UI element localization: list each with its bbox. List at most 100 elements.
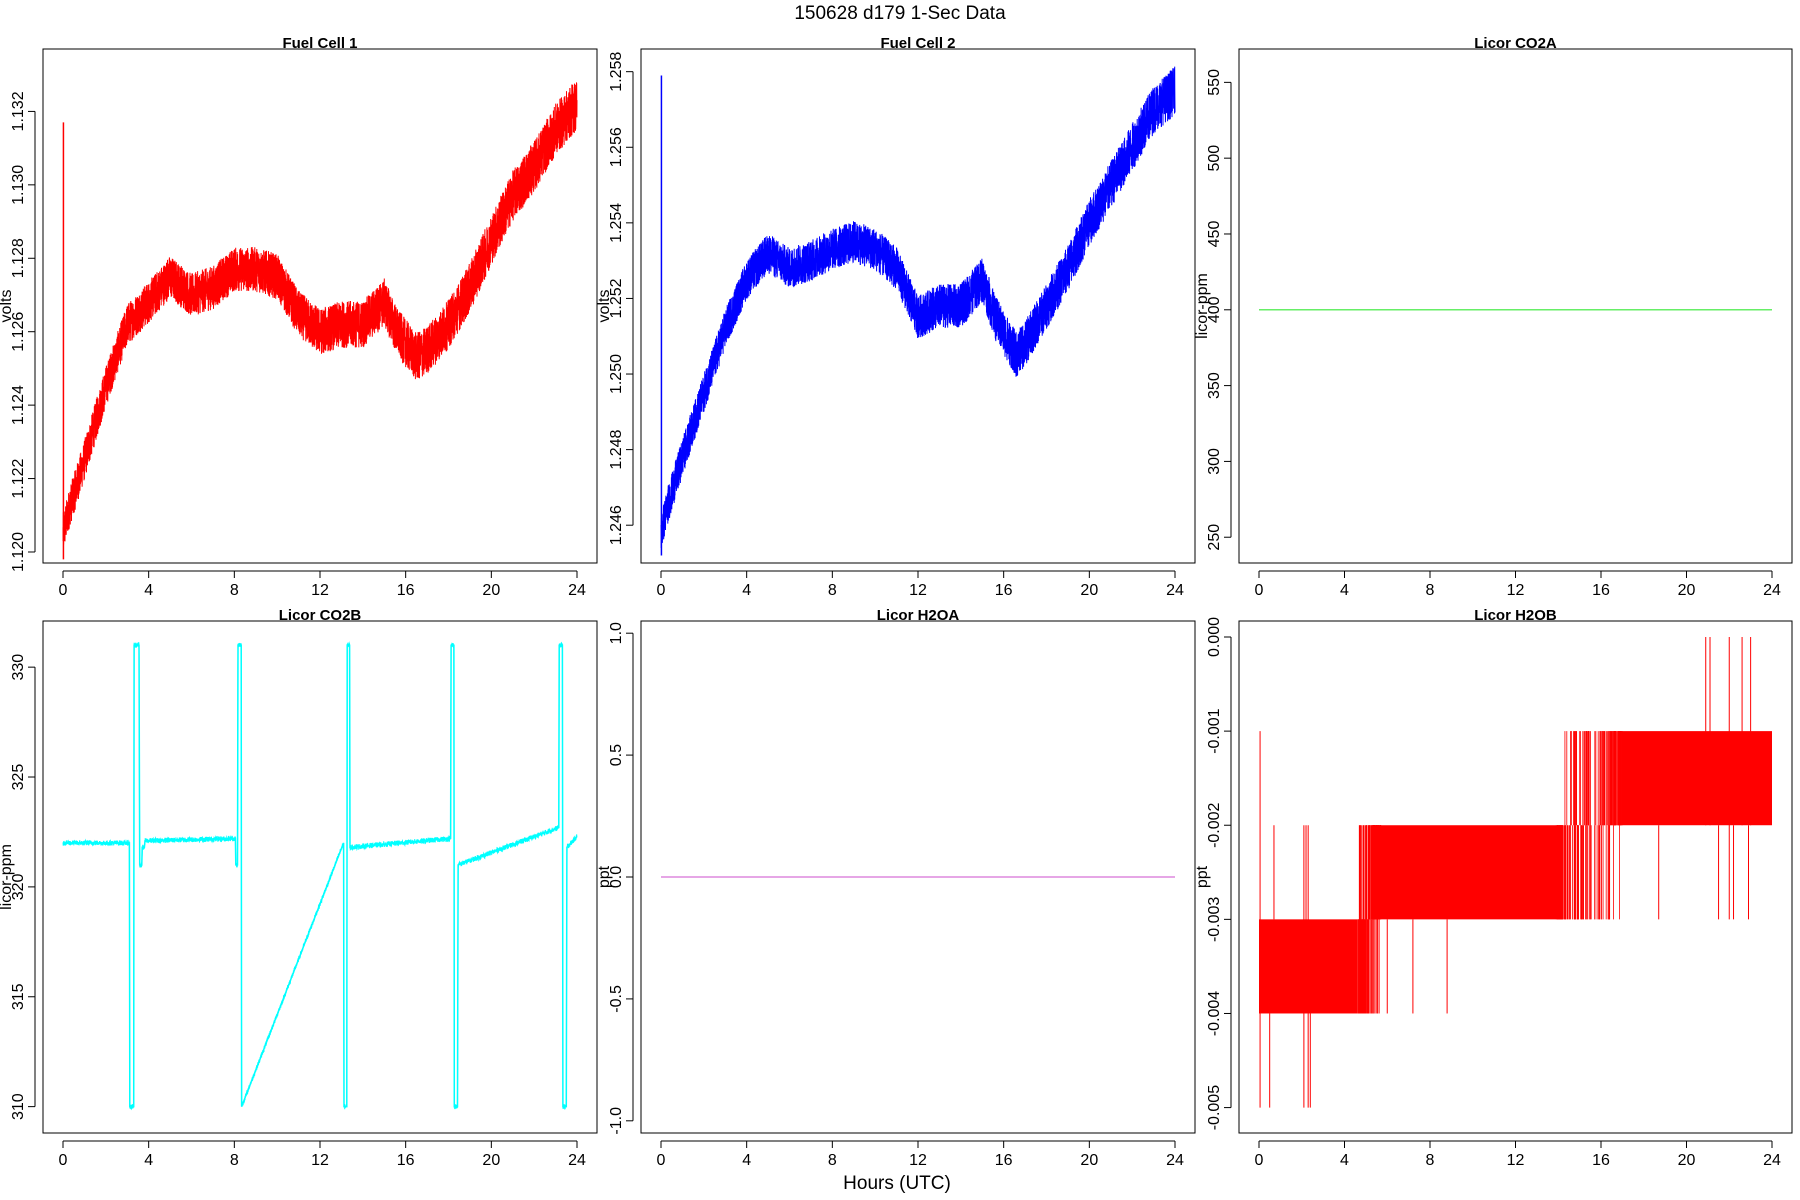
y-axis: 250 300 350 400 450 500 550: [1206, 69, 1232, 551]
x-tick-label: 0: [657, 582, 666, 599]
series: [62, 641, 578, 1111]
panel-title: Fuel Cell 2: [880, 35, 955, 52]
x-tick-label: 24: [568, 582, 586, 599]
x-tick-label: 4: [742, 1152, 751, 1169]
y-tick-label: 250: [1206, 524, 1223, 551]
x-tick-label: 12: [909, 1152, 927, 1169]
y-tick-label: 0.000: [1206, 617, 1223, 657]
y-tick-label: 400: [1206, 296, 1223, 323]
y-tick-label: -1.0: [608, 1107, 625, 1135]
x-tick-label: 0: [1255, 582, 1264, 599]
plot-frame: [1238, 48, 1793, 564]
x-tick-label: 4: [1340, 1152, 1349, 1169]
x-tick-label: 4: [144, 582, 153, 599]
y-tick-label: 0.0: [608, 866, 625, 888]
y-axis-label: licor-ppm: [0, 844, 15, 910]
x-tick-label: 16: [1592, 582, 1610, 599]
x-tick-label: 8: [828, 582, 837, 599]
y-tick-label: -0.5: [608, 985, 625, 1013]
x-tick-label: 0: [1255, 1152, 1264, 1169]
common-x-axis-label: Hours (UTC): [843, 1173, 951, 1194]
x-axis: 0 4 8 12 16 20 24: [657, 1140, 1184, 1169]
x-tick-label: 16: [397, 582, 415, 599]
x-tick-label: 12: [311, 582, 329, 599]
y-tick-label: 300: [1206, 448, 1223, 475]
panel-licor-h2oa: Licor H2OA ppt 0 4 8 12 16 20 24 -1.0 -0.5 0.0 0.5 1.…: [596, 607, 1196, 1169]
x-tick-label: 4: [1340, 582, 1349, 599]
panel-licor-co2a: Licor CO2A licor-ppm 0 4 8 12 16 20 24 250 300 350 4…: [1194, 35, 1793, 599]
x-tick-label: 24: [1166, 582, 1184, 599]
y-tick-label: 1.256: [608, 127, 625, 167]
x-tick-label: 8: [1426, 582, 1435, 599]
y-tick-label: -0.003: [1206, 897, 1223, 942]
y-tick-label: 450: [1206, 221, 1223, 248]
plot-frame: [42, 48, 598, 564]
x-tick-label: 0: [59, 1152, 68, 1169]
data-line: [62, 82, 578, 545]
data-line: [63, 644, 578, 1108]
x-tick-label: 20: [482, 582, 500, 599]
panel-title: Licor CO2B: [279, 607, 362, 624]
data-band: [1380, 825, 1563, 920]
y-tick-label: 1.252: [608, 278, 625, 318]
y-axis: 310 315 320 325 330: [10, 654, 36, 1120]
panel-title: Fuel Cell 1: [282, 35, 357, 52]
panel-title: Licor CO2A: [1474, 35, 1557, 52]
y-tick-label: 500: [1206, 145, 1223, 172]
series: [660, 66, 1176, 556]
y-tick-label: 1.126: [10, 312, 27, 352]
x-tick-label: 8: [230, 582, 239, 599]
plot-frame: [1238, 620, 1793, 1134]
y-tick-label: 1.122: [10, 458, 27, 498]
y-tick-label: 1.246: [608, 505, 625, 545]
x-axis: 0 4 8 12 16 20 24: [59, 1140, 586, 1169]
y-axis: 1.246 1.248 1.250 1.252 1.254 1.256 1.258: [608, 52, 634, 545]
y-axis-label: volts: [0, 290, 15, 323]
y-tick-label: -0.001: [1206, 708, 1223, 753]
y-tick-label: 1.254: [608, 203, 625, 243]
y-tick-label: 325: [10, 764, 27, 791]
x-tick-label: 16: [995, 1152, 1013, 1169]
data-line: [62, 641, 578, 1111]
x-tick-label: 24: [1763, 582, 1781, 599]
y-tick-label: 1.0: [608, 622, 625, 644]
x-tick-label: 16: [1592, 1152, 1610, 1169]
x-tick-label: 24: [568, 1152, 586, 1169]
plot-frame: [640, 620, 1196, 1134]
data-line: [660, 66, 1176, 549]
y-tick-label: 330: [10, 654, 27, 681]
x-tick-label: 20: [1678, 1152, 1696, 1169]
y-tick-label: -0.002: [1206, 802, 1223, 847]
y-tick-label: 1.258: [608, 52, 625, 92]
x-tick-label: 16: [397, 1152, 415, 1169]
x-tick-label: 20: [1080, 1152, 1098, 1169]
x-tick-label: 20: [482, 1152, 500, 1169]
x-axis: 0 4 8 12 16 20 24: [59, 570, 586, 599]
y-axis-label: ppt: [1194, 865, 1211, 888]
y-tick-label: -0.004: [1206, 991, 1223, 1036]
series: [62, 82, 578, 560]
y-tick-label: 0.5: [608, 744, 625, 766]
x-tick-label: 12: [311, 1152, 329, 1169]
y-axis: 1.120 1.122 1.124 1.126 1.128 1.130 1.132: [10, 91, 36, 572]
y-axis: -0.005 -0.004 -0.003 -0.002 -0.001 0.000: [1206, 617, 1232, 1130]
y-tick-label: 310: [10, 1093, 27, 1120]
x-tick-label: 0: [657, 1152, 666, 1169]
x-tick-label: 24: [1763, 1152, 1781, 1169]
y-axis: -1.0 -0.5 0.0 0.5 1.0: [608, 622, 634, 1135]
y-tick-label: 320: [10, 873, 27, 900]
plot-frame: [42, 620, 598, 1134]
x-tick-label: 4: [742, 582, 751, 599]
y-tick-label: 315: [10, 983, 27, 1010]
x-tick-label: 12: [1507, 582, 1525, 599]
y-tick-label: -0.005: [1206, 1085, 1223, 1130]
x-axis: 0 4 8 12 16 20 24: [657, 570, 1184, 599]
x-tick-label: 8: [230, 1152, 239, 1169]
panel-title: Licor H2OA: [877, 607, 960, 624]
x-tick-label: 24: [1166, 1152, 1184, 1169]
